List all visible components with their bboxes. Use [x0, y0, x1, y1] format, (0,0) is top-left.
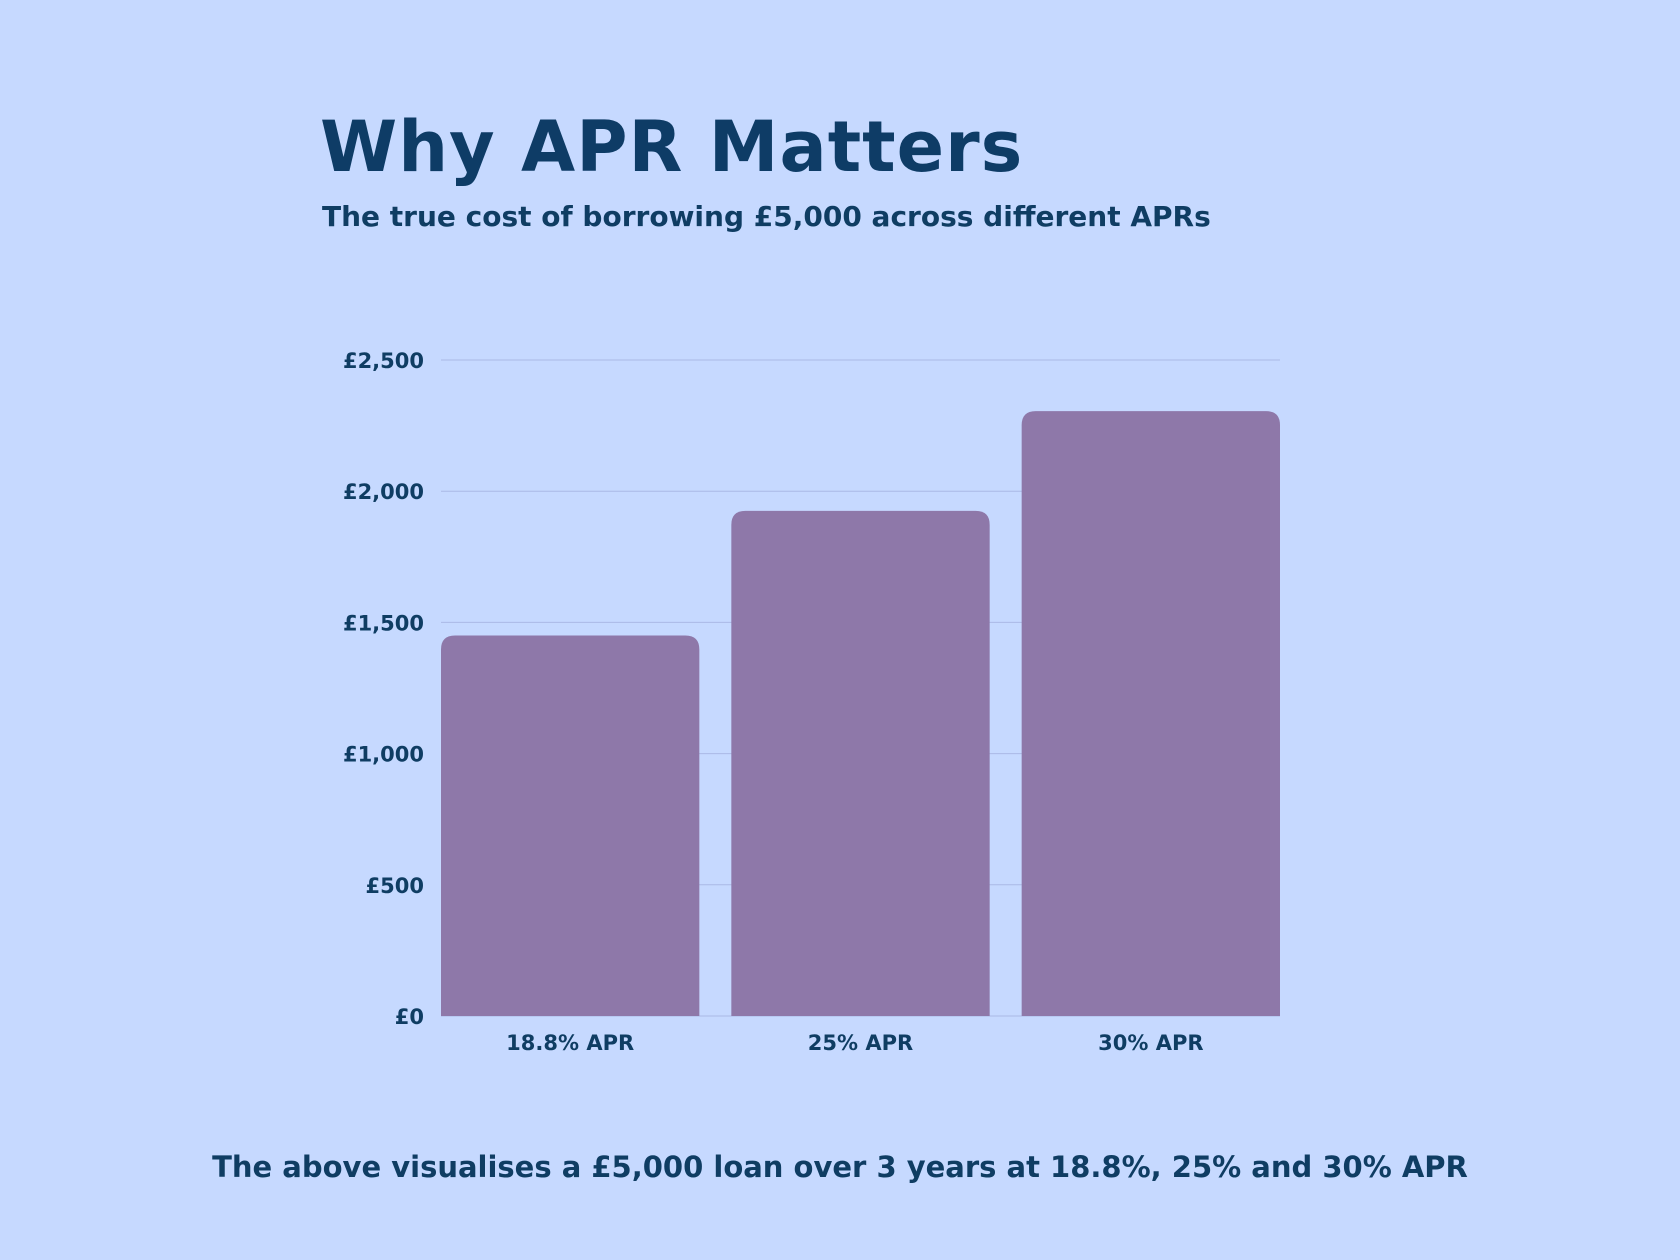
bars	[441, 411, 1280, 1017]
bar	[731, 510, 990, 1016]
y-axis-tick-labels: £0 £500 £1,000 £1,500 £2,000 £2,500	[343, 349, 424, 1029]
y-tick-label: £2,500	[343, 349, 424, 373]
y-tick-label: £1,000	[343, 743, 424, 767]
x-category-label: 18.8% APR	[506, 1031, 634, 1055]
x-axis-category-labels: 18.8% APR 25% APR 30% APR	[506, 1031, 1203, 1055]
y-tick-label: £500	[366, 874, 424, 898]
x-category-label: 30% APR	[1098, 1031, 1203, 1055]
x-category-label: 25% APR	[808, 1031, 913, 1055]
bar	[1021, 411, 1280, 1017]
chart-subtitle: The true cost of borrowing £5,000 across…	[322, 200, 1211, 233]
chart-footnote: The above visualises a £5,000 loan over …	[212, 1150, 1468, 1184]
bar	[441, 635, 700, 1016]
y-tick-label: £0	[395, 1005, 424, 1029]
chart-title: Why APR Matters	[320, 106, 1024, 188]
y-tick-label: £2,000	[343, 480, 424, 504]
y-tick-label: £1,500	[343, 611, 424, 635]
